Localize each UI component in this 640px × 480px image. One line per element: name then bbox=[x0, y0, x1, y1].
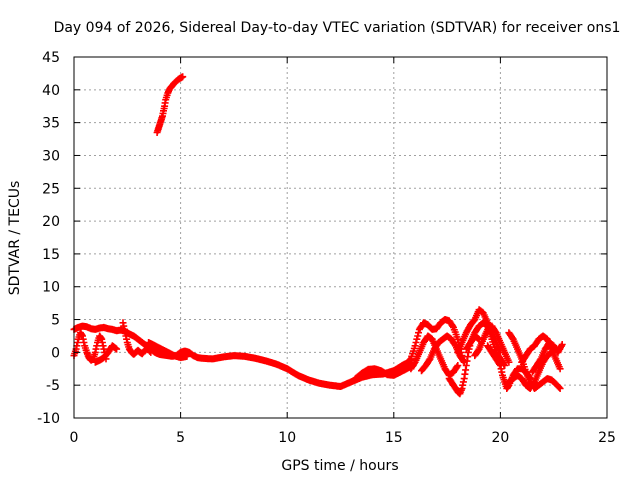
y-axis-title: SDTVAR / TECUs bbox=[7, 181, 23, 296]
data-point-markers bbox=[518, 332, 564, 373]
data-point-markers bbox=[401, 316, 466, 369]
x-axis-title: GPS time / hours bbox=[281, 458, 398, 474]
data-point-markers bbox=[471, 322, 513, 366]
track-6 bbox=[351, 362, 417, 383]
chart-title: Day 094 of 2026, Sidereal Day-to-day VTE… bbox=[54, 20, 621, 36]
track-3 bbox=[119, 319, 155, 358]
data-point-markers bbox=[153, 73, 187, 136]
y-tick-label: 35 bbox=[42, 116, 60, 132]
x-tick-label: 10 bbox=[278, 430, 296, 446]
series-ons1-satellite-tracks bbox=[70, 73, 566, 398]
y-tick-label: 25 bbox=[42, 181, 60, 197]
x-tick-label: 0 bbox=[70, 430, 79, 446]
track-5 bbox=[153, 73, 187, 136]
x-tick-label: 15 bbox=[385, 430, 403, 446]
y-tick-label: 10 bbox=[42, 280, 60, 296]
track-16 bbox=[505, 348, 556, 392]
track-13 bbox=[471, 322, 513, 366]
x-tick-label: 5 bbox=[176, 430, 185, 446]
tick-layer: 0 5 10 15 20 25 -10 -5 0 5 10 15 20 25 30 35 40 45 bbox=[37, 50, 616, 446]
data-point-markers bbox=[351, 362, 417, 383]
track-8 bbox=[407, 332, 462, 379]
track-2 bbox=[91, 342, 121, 366]
x-tick-label: 20 bbox=[491, 430, 509, 446]
data-point-markers bbox=[418, 332, 468, 375]
data-point-markers bbox=[528, 339, 566, 376]
data-point-markers bbox=[145, 339, 191, 362]
track-17 bbox=[518, 332, 564, 373]
x-tick-label: 25 bbox=[598, 430, 616, 446]
data-point-markers bbox=[91, 342, 121, 366]
y-tick-label: 30 bbox=[42, 148, 60, 164]
data-point-markers bbox=[119, 319, 155, 358]
y-tick-label: -10 bbox=[37, 411, 60, 427]
track-18 bbox=[528, 339, 566, 376]
track-7 bbox=[401, 316, 466, 369]
plot-frame bbox=[73, 56, 608, 419]
y-tick-label: 0 bbox=[51, 345, 60, 361]
y-tick-label: 45 bbox=[42, 50, 60, 66]
y-tick-label: 15 bbox=[42, 247, 60, 263]
y-tick-label: 20 bbox=[42, 214, 60, 230]
y-tick-label: 5 bbox=[51, 313, 60, 329]
y-tick-label: -5 bbox=[46, 378, 60, 394]
track-4 bbox=[145, 339, 191, 362]
y-tick-label: 40 bbox=[42, 83, 60, 99]
data-layer bbox=[70, 73, 566, 398]
data-point-markers bbox=[505, 348, 556, 392]
track-9 bbox=[418, 332, 468, 375]
data-point-markers bbox=[407, 332, 462, 379]
